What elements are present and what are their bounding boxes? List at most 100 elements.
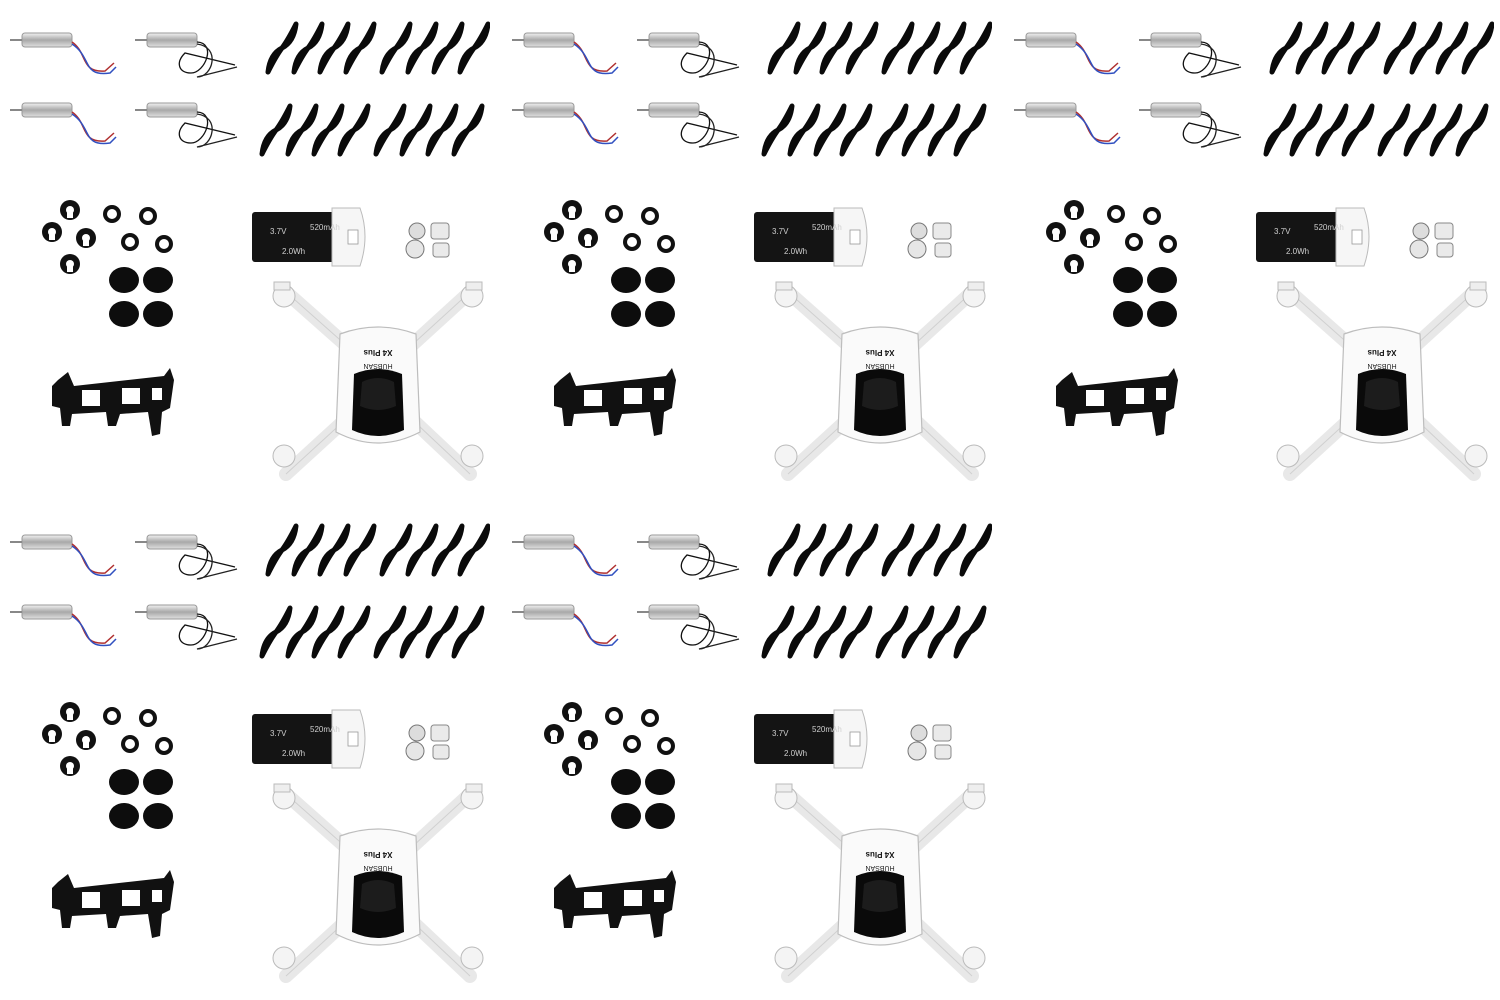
propeller-icon <box>907 21 941 75</box>
ring-icon <box>562 702 582 722</box>
model-logo-text: X4 Plus <box>363 850 392 859</box>
propeller-icon <box>907 523 941 577</box>
battery-capacity-label: 520mAh <box>812 725 842 734</box>
foot-pad-icon <box>611 267 641 293</box>
ring-icon <box>641 709 659 727</box>
ring-icon <box>1064 200 1084 220</box>
spare-parts-kit: 3.7V 520mAh 2.0Wh <box>0 502 490 992</box>
motor-icon <box>1014 32 1121 75</box>
ring-icon <box>657 737 675 755</box>
ring-icon <box>1107 205 1125 223</box>
motors-group <box>10 534 238 650</box>
ring-icon <box>155 737 173 755</box>
brand-logo-text: HUBSAN <box>363 362 392 369</box>
propeller-icon <box>399 605 433 659</box>
propeller-icon <box>933 523 967 577</box>
frame-icon <box>554 368 676 436</box>
model-logo-text: X4 Plus <box>865 850 894 859</box>
ring-icon <box>641 207 659 225</box>
propeller-icon <box>1403 103 1437 157</box>
motors-group <box>512 32 740 148</box>
motor-icon <box>135 32 238 78</box>
ring-icon <box>605 205 623 223</box>
battery-voltage-label: 3.7V <box>772 227 789 236</box>
propeller-icon <box>875 605 909 659</box>
motor-icon <box>512 534 619 577</box>
foot-pad-icon <box>645 769 675 795</box>
rubber-rings-group <box>1046 200 1177 327</box>
kit-illustration: 3.7V 520mAh 2.0Wh <box>1014 21 1494 481</box>
propeller-icon <box>1383 21 1417 75</box>
battery-voltage-label: 3.7V <box>270 227 287 236</box>
ring-icon <box>139 207 157 225</box>
propeller-icon <box>767 523 801 577</box>
ring-icon <box>605 707 623 725</box>
propeller-icon <box>927 103 961 157</box>
foot-pad-icon <box>645 267 675 293</box>
propeller-icon <box>265 21 299 75</box>
ring-icon <box>60 200 80 220</box>
motor-icon <box>1014 102 1121 145</box>
motor-icon <box>1139 102 1242 148</box>
propeller-icon <box>881 21 915 75</box>
propeller-icon <box>285 605 319 659</box>
propellers-group <box>761 21 992 157</box>
propeller-icon <box>1429 103 1463 157</box>
ring-icon <box>657 235 675 253</box>
motor-icon <box>512 32 619 75</box>
motor-icon <box>1139 32 1242 78</box>
propeller-icon <box>953 605 987 659</box>
propeller-icon <box>373 605 407 659</box>
propeller-icon <box>291 523 325 577</box>
spare-parts-kit: 3.7V 520mAh 2.0Wh <box>0 0 490 490</box>
ring-icon <box>121 233 139 251</box>
rubber-rings-group <box>544 702 675 829</box>
propeller-icon <box>343 523 377 577</box>
kit-illustration: 3.7V 520mAh 2.0Wh <box>512 523 992 983</box>
motor-icon <box>637 32 740 78</box>
propeller-icon <box>793 21 827 75</box>
foot-pad-icon <box>109 267 139 293</box>
propeller-icon <box>405 21 439 75</box>
propeller-icon <box>311 103 345 157</box>
battery-icon: 3.7V 520mAh 2.0Wh <box>754 709 868 769</box>
ring-icon <box>1046 222 1066 242</box>
ring-icon <box>60 756 80 776</box>
propeller-icon <box>819 523 853 577</box>
ring-icon <box>578 228 598 248</box>
propeller-icon <box>787 103 821 157</box>
propeller-icon <box>1289 103 1323 157</box>
propeller-icon <box>761 605 795 659</box>
propeller-icon <box>285 103 319 157</box>
propeller-icon <box>457 523 490 577</box>
foot-pad-icon <box>109 769 139 795</box>
propeller-icon <box>933 21 967 75</box>
foot-pad-icon <box>645 301 675 327</box>
brand-logo-text: HUBSAN <box>865 362 894 369</box>
foot-pad-icon <box>109 803 139 829</box>
propellers-group <box>259 523 490 659</box>
propeller-icon <box>1455 103 1489 157</box>
propeller-icon <box>379 523 413 577</box>
battery-capacity-label: 520mAh <box>310 725 340 734</box>
propeller-icon <box>265 523 299 577</box>
propeller-icon <box>813 103 847 157</box>
propeller-icon <box>431 21 465 75</box>
brand-logo-text: HUBSAN <box>363 864 392 871</box>
propeller-icon <box>311 605 345 659</box>
propeller-icon <box>1321 21 1355 75</box>
ring-icon <box>1143 207 1161 225</box>
ring-icon <box>562 756 582 776</box>
propeller-icon <box>953 103 987 157</box>
battery-icon: 3.7V 520mAh 2.0Wh <box>754 207 868 267</box>
kit-illustration: 3.7V 520mAh 2.0Wh <box>10 523 490 983</box>
battery-capacity-label: 520mAh <box>1314 223 1344 232</box>
ring-icon <box>42 724 62 744</box>
ring-icon <box>578 730 598 750</box>
mount-screws-icon <box>907 222 952 259</box>
propeller-icon <box>379 21 413 75</box>
foot-pad-icon <box>143 301 173 327</box>
motor-icon <box>637 534 740 580</box>
mount-screws-icon <box>1409 222 1454 259</box>
propeller-icon <box>813 605 847 659</box>
